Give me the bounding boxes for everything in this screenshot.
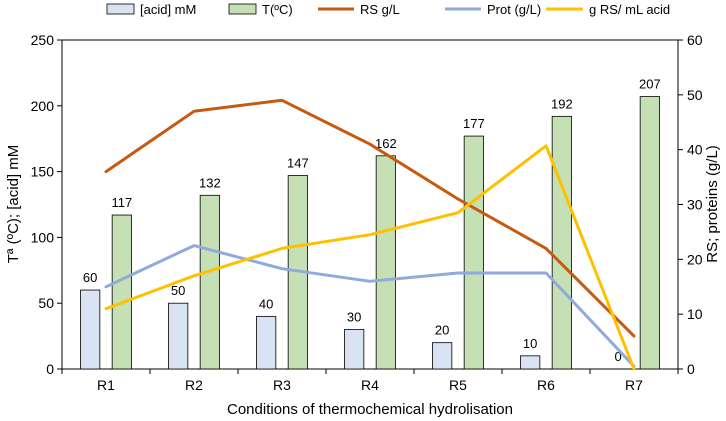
legend-label-temperature: T(ºC): [262, 2, 293, 17]
legend-swatch-temperature: [228, 3, 257, 15]
left-y-tick-label: 100: [31, 229, 55, 245]
x-tick-label: R2: [185, 377, 203, 393]
bar: [432, 342, 453, 370]
bar-data-label: 0: [615, 349, 622, 364]
bar: [344, 329, 365, 370]
bar: [256, 315, 277, 370]
bar-data-label: 30: [347, 310, 361, 325]
series-line: [104, 144, 636, 371]
legend-label-rs-per-acid: g RS/ mL acid: [589, 2, 670, 17]
legend-label-rs: RS g/L: [360, 2, 400, 17]
legend-label-acid: [acid] mM: [140, 2, 196, 17]
bar-data-label: 40: [259, 296, 273, 311]
bar: [111, 214, 132, 370]
lines: [104, 98, 636, 371]
bar: [199, 194, 220, 370]
right-y-tick-label: 50: [687, 87, 703, 103]
bar: [520, 355, 541, 370]
legend: [acid] mM T(ºC) RS g/L Prot (g/L) g RS/ …: [106, 2, 670, 17]
right-y-tick-label: 30: [687, 197, 703, 213]
left-y-tick-label: 0: [46, 361, 54, 377]
bar: [639, 96, 660, 370]
bars: [80, 96, 660, 370]
x-tick-label: R5: [449, 377, 467, 393]
series-line: [104, 244, 636, 368]
bar-data-label: 147: [287, 156, 309, 171]
bar-data-label: 60: [83, 270, 97, 285]
bar: [551, 115, 572, 370]
x-tick-label: R7: [625, 377, 643, 393]
right-y-axis: 0 10 20 30 40 50 60: [678, 32, 703, 377]
bar-data-label: 192: [551, 96, 573, 111]
left-y-tick-label: 200: [31, 98, 55, 114]
left-y-tick-label: 50: [38, 295, 54, 311]
bar-data-label: 10: [523, 336, 537, 351]
series-line: [104, 98, 636, 338]
right-y-axis-title: RS; proteins (g/L): [704, 145, 721, 263]
right-y-tick-label: 20: [687, 251, 703, 267]
x-tick-label: R4: [361, 377, 379, 393]
bar: [80, 289, 101, 370]
right-y-tick-label: 0: [687, 361, 695, 377]
bar-data-label: 207: [639, 77, 661, 92]
x-tick-label: R3: [273, 377, 291, 393]
bar-data-label: 177: [463, 116, 485, 131]
left-y-tick-label: 150: [31, 164, 55, 180]
x-tick-label: R1: [97, 377, 115, 393]
right-y-tick-label: 40: [687, 142, 703, 158]
left-y-axis: 0 50 100 150 200 250: [31, 32, 62, 377]
x-tick-label: R6: [537, 377, 555, 393]
bar: [463, 135, 484, 370]
right-y-tick-label: 10: [687, 306, 703, 322]
bar-data-label: 117: [111, 195, 132, 210]
bar: [168, 302, 189, 370]
left-y-tick-label: 250: [31, 32, 55, 48]
left-y-axis-title: Tª (ºC); [acid] mM: [5, 145, 22, 264]
bar: [375, 155, 396, 370]
legend-label-protein: Prot (g/L): [487, 2, 541, 17]
bar-data-label: 162: [375, 136, 397, 151]
bar-labels: 60 50 40 30 20 10 0 117 132 147 162 177 192 207: [83, 77, 661, 364]
x-axis: R1 R2 R3 R4 R5 R6 R7: [61, 369, 679, 393]
plot-area: [61, 39, 679, 370]
bar-data-label: 20: [435, 323, 449, 338]
bar-data-label: 132: [199, 175, 221, 190]
right-y-tick-label: 60: [687, 32, 703, 48]
legend-swatch-acid: [106, 3, 135, 15]
bar-data-label: 50: [171, 283, 185, 298]
x-axis-title: Conditions of thermochemical hydrolisati…: [227, 401, 513, 418]
